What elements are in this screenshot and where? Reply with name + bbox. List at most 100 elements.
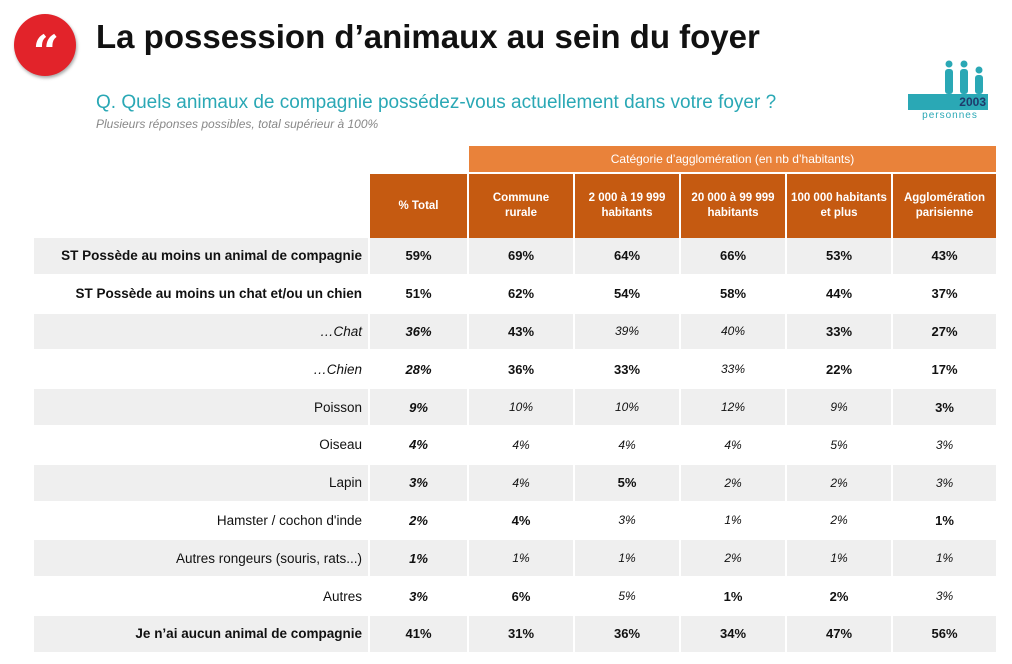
results-table: Catégorie d’agglomération (en nb d’habit…	[34, 146, 997, 654]
table-row: ST Possède au moins un chat et/ou un chi…	[34, 275, 997, 314]
value-cell: 6%	[467, 578, 573, 616]
value-cell: 39%	[573, 313, 679, 352]
value-cell: 1%	[891, 502, 997, 541]
value-cell: 4%	[467, 502, 573, 541]
row-label: ST Possède au moins un chat et/ou un chi…	[34, 276, 368, 314]
total-cell: 4%	[368, 426, 467, 465]
row-label: Autres rongeurs (souris, rats...)	[34, 540, 368, 579]
value-cell: 1%	[785, 540, 891, 579]
value-cell: 4%	[467, 426, 573, 465]
value-cell: 5%	[573, 464, 679, 503]
total-cell: 28%	[368, 351, 467, 390]
table-row: …Chien 28% 36% 33% 33% 22% 17%	[34, 351, 997, 390]
value-cell: 64%	[573, 238, 679, 276]
value-cell: 2%	[679, 540, 785, 579]
value-cell: 12%	[679, 389, 785, 427]
value-cell: 40%	[679, 313, 785, 352]
value-cell: 69%	[467, 238, 573, 276]
row-label: …Chien	[34, 351, 368, 390]
table-row: Oiseau 4% 4% 4% 4% 5% 3%	[34, 426, 997, 465]
value-cell: 2%	[785, 578, 891, 616]
page-title: La possession d’animaux au sein du foyer	[96, 18, 760, 55]
value-cell: 3%	[891, 464, 997, 503]
value-cell: 1%	[679, 578, 785, 616]
value-cell: 33%	[679, 351, 785, 390]
value-cell: 1%	[467, 540, 573, 579]
value-cell: 17%	[891, 351, 997, 390]
value-cell: 2%	[679, 464, 785, 503]
people-icon	[945, 60, 983, 94]
col-header-total: % Total	[368, 172, 467, 238]
value-cell: 66%	[679, 238, 785, 276]
value-cell: 37%	[891, 275, 997, 314]
total-cell: 9%	[368, 389, 467, 427]
value-cell: 34%	[679, 615, 785, 654]
table-row: ST Possède au moins un animal de compagn…	[34, 238, 997, 276]
value-cell: 10%	[467, 389, 573, 427]
value-cell: 3%	[891, 578, 997, 616]
value-cell: 4%	[573, 426, 679, 465]
total-cell: 3%	[368, 578, 467, 616]
table-row: Autres 3% 6% 5% 1% 2% 3%	[34, 578, 997, 616]
col-header-rural: Commune rurale	[467, 172, 573, 238]
sample-count: 2003	[908, 94, 988, 110]
value-cell: 31%	[467, 615, 573, 654]
value-cell: 47%	[785, 615, 891, 654]
value-cell: 27%	[891, 313, 997, 352]
row-label: Poisson	[34, 389, 368, 427]
total-cell: 36%	[368, 313, 467, 352]
value-cell: 2%	[785, 502, 891, 541]
row-label: Lapin	[34, 464, 368, 503]
value-cell: 62%	[467, 275, 573, 314]
value-cell: 56%	[891, 615, 997, 654]
value-cell: 4%	[679, 426, 785, 465]
value-cell: 1%	[573, 540, 679, 579]
value-cell: 3%	[573, 502, 679, 541]
value-cell: 10%	[573, 389, 679, 427]
col-header-2000-19999: 2 000 à 19 999 habitants	[573, 172, 679, 238]
agglomeration-group-header: Catégorie d’agglomération (en nb d’habit…	[467, 146, 997, 172]
row-label: ST Possède au moins un animal de compagn…	[34, 238, 368, 276]
quote-logo-icon: “	[14, 14, 76, 76]
row-label: Oiseau	[34, 427, 368, 465]
value-cell: 4%	[467, 464, 573, 503]
row-label: …Chat	[34, 313, 368, 352]
value-cell: 22%	[785, 351, 891, 390]
value-cell: 33%	[573, 351, 679, 390]
col-header-20000-99999: 20 000 à 99 999 habitants	[679, 172, 785, 238]
value-cell: 5%	[785, 426, 891, 465]
table-row: …Chat 36% 43% 39% 40% 33% 27%	[34, 313, 997, 352]
value-cell: 36%	[573, 615, 679, 654]
row-label: Je n’ai aucun animal de compagnie	[34, 615, 368, 654]
value-cell: 36%	[467, 351, 573, 390]
survey-question: Q. Quels animaux de compagnie possédez-v…	[96, 92, 777, 113]
table-row: Poisson 9% 10% 10% 12% 9% 3%	[34, 389, 997, 427]
value-cell: 9%	[785, 389, 891, 427]
total-cell: 3%	[368, 464, 467, 503]
col-header-100000-plus: 100 000 habitants et plus	[785, 172, 891, 238]
value-cell: 43%	[891, 238, 997, 276]
sample-label: personnes	[922, 110, 978, 121]
row-label: Autres	[34, 578, 368, 616]
table-row: Hamster / cochon d'inde 2% 4% 3% 1% 2% 1%	[34, 502, 997, 541]
value-cell: 3%	[891, 426, 997, 465]
row-label: Hamster / cochon d'inde	[34, 503, 368, 541]
value-cell: 43%	[467, 313, 573, 352]
question-note: Plusieurs réponses possibles, total supé…	[96, 117, 379, 131]
value-cell: 1%	[891, 540, 997, 579]
total-cell: 51%	[368, 275, 467, 314]
col-header-paris: Agglomération parisienne	[891, 172, 997, 238]
total-cell: 1%	[368, 540, 467, 579]
total-cell: 59%	[368, 238, 467, 276]
value-cell: 5%	[573, 578, 679, 616]
value-cell: 2%	[785, 464, 891, 503]
sample-size-badge: 2003 personnes	[908, 60, 988, 122]
value-cell: 3%	[891, 389, 997, 427]
value-cell: 53%	[785, 238, 891, 276]
total-cell: 41%	[368, 615, 467, 654]
value-cell: 54%	[573, 275, 679, 314]
total-cell: 2%	[368, 502, 467, 541]
table-row: Autres rongeurs (souris, rats...) 1% 1% 1% 2…	[34, 540, 997, 579]
value-cell: 1%	[679, 502, 785, 541]
value-cell: 58%	[679, 275, 785, 314]
